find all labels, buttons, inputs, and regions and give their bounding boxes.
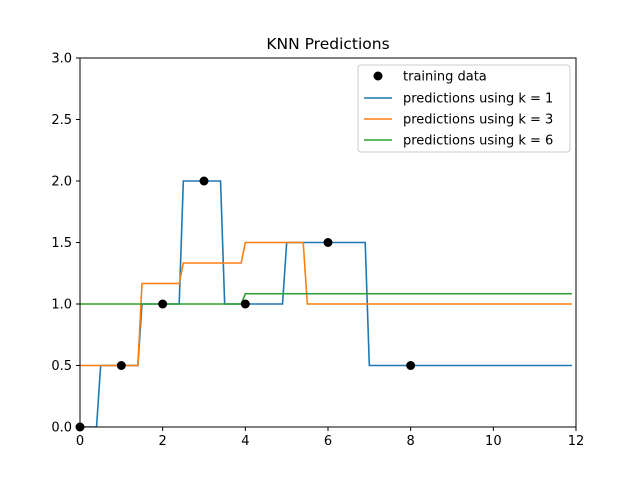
- x-tick-label: 2: [159, 434, 167, 449]
- y-tick-label: 1.0: [51, 298, 72, 313]
- y-tick-label: 2.0: [51, 175, 72, 190]
- x-tick-label: 8: [407, 434, 415, 449]
- training-data-point: [116, 361, 126, 370]
- legend-label: predictions using k = 3: [403, 113, 553, 128]
- training-data-point: [240, 299, 250, 309]
- legend: training data predictions using k = 1 pred…: [357, 64, 571, 153]
- x-tick-label: 4: [241, 434, 249, 449]
- y-tick-label: 3.0: [51, 52, 72, 67]
- training-data-point: [199, 176, 209, 186]
- y-tick-label: 1.5: [51, 236, 72, 251]
- x-tick-label: 10: [485, 434, 502, 449]
- training-data-point: [323, 238, 333, 247]
- legend-label: training data: [403, 70, 487, 85]
- training-data-point: [158, 299, 168, 309]
- y-tick-label: 0.0: [51, 421, 72, 436]
- x-tick-label: 12: [568, 434, 585, 449]
- legend-label: predictions using k = 1: [403, 92, 553, 107]
- plot-area: [75, 176, 572, 432]
- x-tick-label: 6: [324, 434, 332, 449]
- series-line-k3: [80, 241, 572, 367]
- legend-marker-training-data: [373, 71, 383, 81]
- x-tick-label: 0: [76, 434, 84, 449]
- chart-title: KNN Predictions: [266, 35, 389, 53]
- training-data-point: [406, 361, 416, 370]
- legend-box: [357, 64, 571, 153]
- axes: 0 2 4 6 8 10 12 0.0 0.5 1.0 1.5 2.0 2.5 3.0: [51, 52, 584, 450]
- y-tick-label: 2.5: [51, 113, 72, 128]
- y-tick-label: 0.5: [51, 359, 72, 374]
- legend-label: predictions using k = 6: [403, 134, 553, 149]
